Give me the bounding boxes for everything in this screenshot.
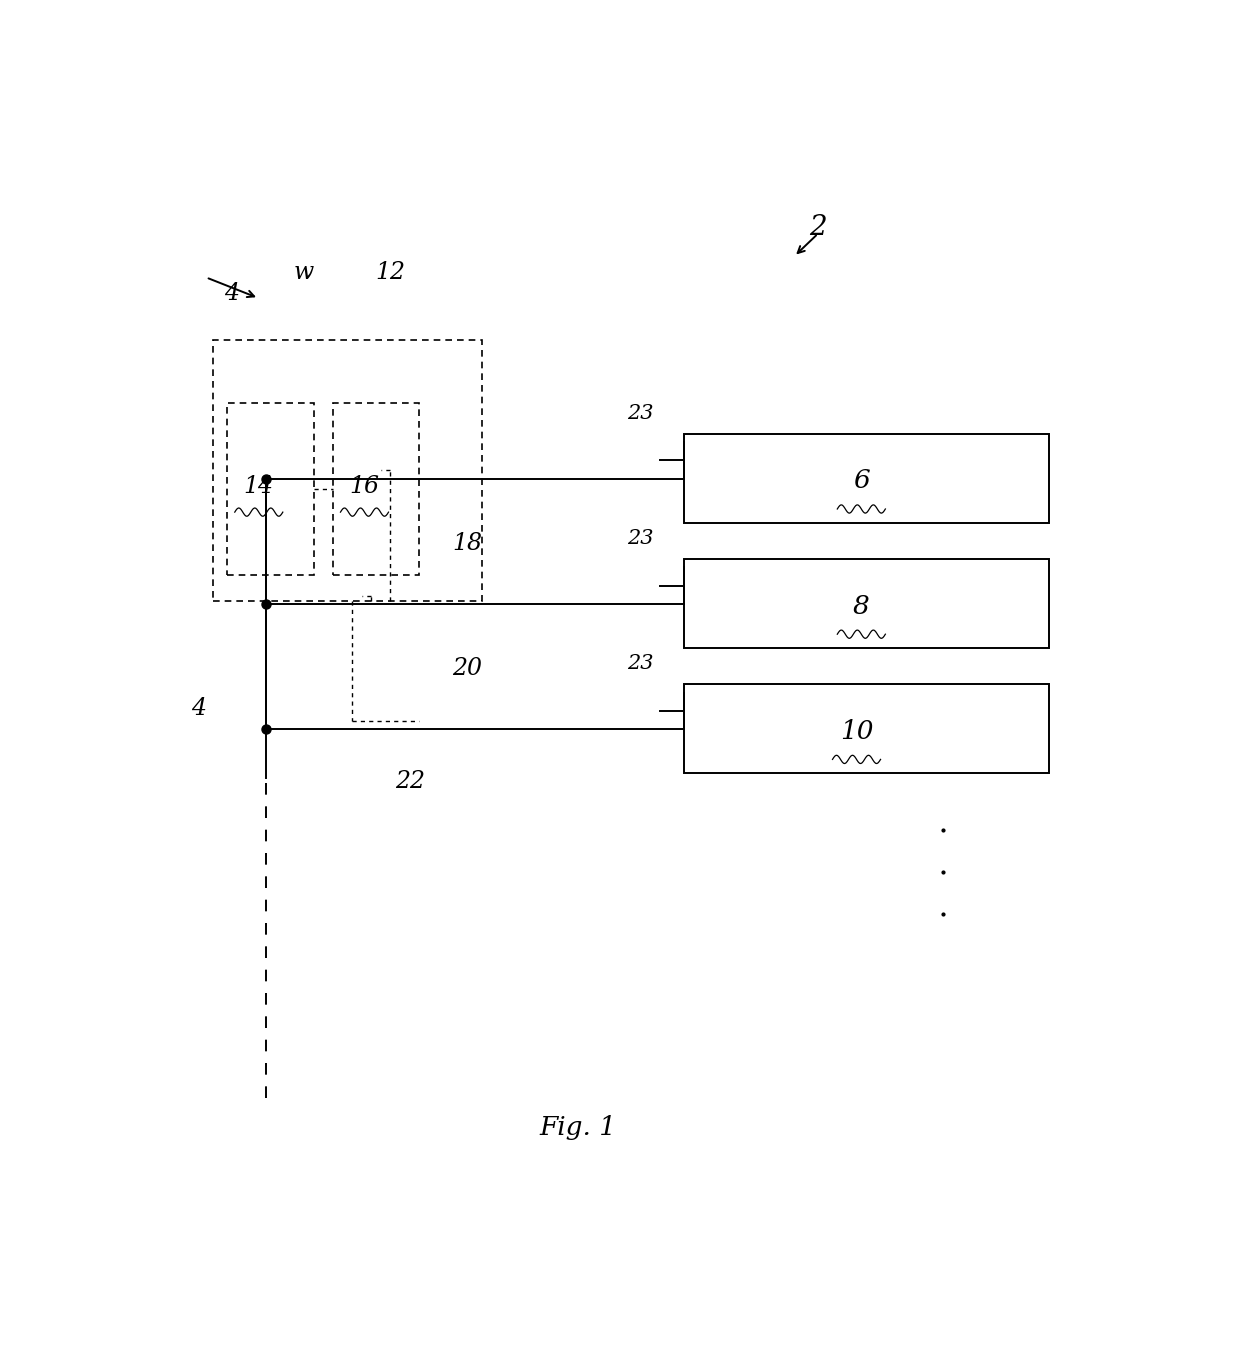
- Text: 20: 20: [453, 657, 482, 680]
- Text: 10: 10: [839, 718, 873, 744]
- Text: 16: 16: [350, 474, 379, 497]
- Text: 18: 18: [453, 533, 482, 556]
- Bar: [227, 402, 314, 575]
- Text: 23: 23: [627, 404, 653, 423]
- Text: 12: 12: [376, 260, 405, 283]
- Text: 14: 14: [244, 474, 274, 497]
- Text: 4: 4: [191, 696, 206, 720]
- Bar: [683, 684, 1049, 772]
- Text: Fig. 1: Fig. 1: [539, 1115, 616, 1140]
- Text: 22: 22: [394, 770, 424, 793]
- Text: 2: 2: [810, 214, 827, 241]
- Text: 4: 4: [224, 282, 239, 305]
- Bar: [683, 560, 1049, 648]
- Text: 23: 23: [627, 528, 653, 547]
- Text: w: w: [294, 260, 314, 283]
- Bar: [683, 434, 1049, 523]
- Bar: [213, 340, 481, 600]
- Bar: [332, 402, 419, 575]
- Text: 6: 6: [853, 469, 869, 493]
- Text: 8: 8: [853, 593, 869, 618]
- Text: 23: 23: [627, 654, 653, 673]
